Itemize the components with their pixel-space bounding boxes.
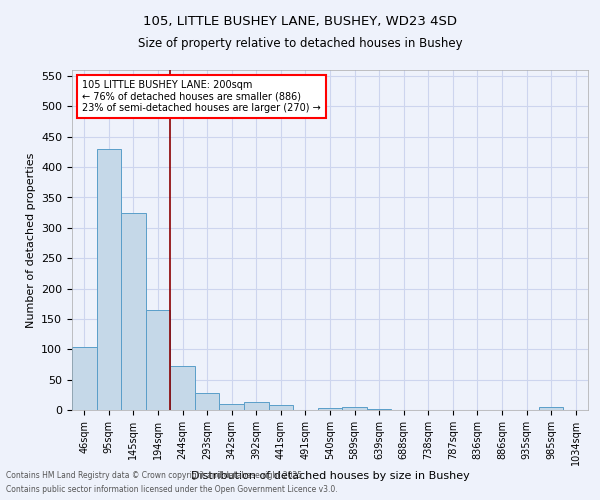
Text: 105, LITTLE BUSHEY LANE, BUSHEY, WD23 4SD: 105, LITTLE BUSHEY LANE, BUSHEY, WD23 4S… — [143, 15, 457, 28]
Text: Size of property relative to detached houses in Bushey: Size of property relative to detached ho… — [137, 38, 463, 51]
Bar — [195, 393, 220, 410]
Bar — [97, 149, 121, 410]
Bar — [220, 404, 244, 410]
Bar — [318, 408, 342, 410]
Bar — [170, 366, 195, 410]
Bar — [121, 212, 146, 410]
Text: Contains public sector information licensed under the Open Government Licence v3: Contains public sector information licen… — [6, 486, 338, 494]
Bar — [269, 404, 293, 410]
Bar — [72, 347, 97, 410]
Bar — [146, 310, 170, 410]
Bar — [342, 407, 367, 410]
Bar — [244, 402, 269, 410]
Bar — [539, 407, 563, 410]
Text: 105 LITTLE BUSHEY LANE: 200sqm
← 76% of detached houses are smaller (886)
23% of: 105 LITTLE BUSHEY LANE: 200sqm ← 76% of … — [82, 80, 321, 114]
Y-axis label: Number of detached properties: Number of detached properties — [26, 152, 35, 328]
Text: Contains HM Land Registry data © Crown copyright and database right 2025.: Contains HM Land Registry data © Crown c… — [6, 470, 305, 480]
X-axis label: Distribution of detached houses by size in Bushey: Distribution of detached houses by size … — [191, 470, 469, 480]
